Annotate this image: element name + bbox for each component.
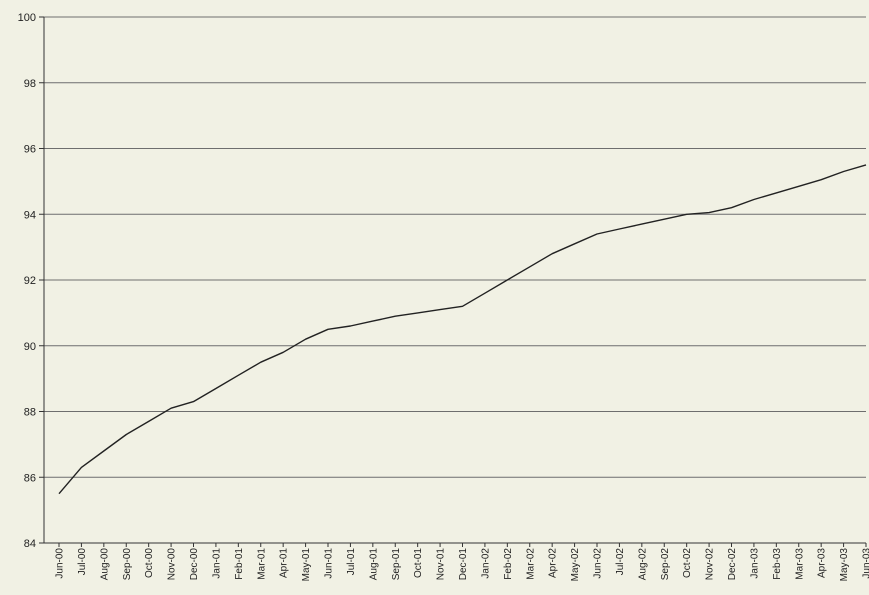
x-axis-ticks: Jun-00 Jul-00 Aug-00 Sep-00 Oct-00 Nov-00 Dec-… [55, 543, 869, 581]
series-layer [58, 164, 867, 495]
x-tick-label: Oct-01 [413, 548, 424, 578]
x-tick-label: May-02 [570, 548, 581, 582]
x-tick-label: Nov-01 [436, 548, 447, 581]
x-tick-label: Mar-02 [525, 548, 536, 580]
y-tick-label: 98 [24, 78, 36, 90]
y-tick-label: 100 [18, 12, 36, 24]
x-tick-label: May-01 [301, 548, 312, 582]
x-tick-label: Apr-01 [279, 548, 290, 578]
x-tick-label: Feb-01 [234, 548, 245, 580]
x-tick-label: Nov-00 [167, 548, 178, 581]
x-tick-label: Sep-02 [660, 548, 671, 581]
y-tick-label: 86 [24, 472, 36, 484]
x-tick-label: Oct-00 [144, 548, 155, 578]
x-tick-label: Mar-03 [794, 548, 805, 580]
y-axis-ticks: 84 86 88 90 92 94 96 98 100 [18, 12, 44, 550]
x-tick-label: Sep-00 [122, 548, 133, 581]
y-tick-label: 90 [24, 341, 36, 353]
x-tick-label: Dec-01 [458, 548, 469, 581]
x-tick-label: Dec-00 [189, 548, 200, 581]
gridlines [44, 16, 866, 478]
x-tick-label: Aug-02 [637, 548, 648, 581]
x-tick-label: Jun-03 [862, 548, 869, 579]
x-tick-label: Jan-01 [211, 548, 222, 579]
x-tick-label: Jul-01 [346, 548, 357, 576]
y-tick-label: 92 [24, 275, 36, 287]
x-tick-label: Oct-02 [682, 548, 693, 578]
x-tick-label: Jun-01 [324, 548, 335, 579]
x-tick-label: Sep-01 [391, 548, 402, 581]
x-tick-label: Apr-03 [817, 548, 828, 578]
x-tick-label: Feb-03 [772, 548, 783, 580]
x-tick-label: Jul-02 [615, 548, 626, 576]
x-tick-label: May-03 [839, 548, 850, 582]
y-tick-label: 84 [24, 538, 36, 550]
x-tick-label: Jan-02 [480, 548, 491, 579]
x-tick-label: Dec-02 [727, 548, 738, 581]
x-tick-label: Feb-02 [503, 548, 514, 580]
x-tick-label: Jun-00 [55, 548, 66, 579]
y-tick-label: 94 [24, 209, 36, 221]
y-tick-label: 88 [24, 407, 36, 419]
x-tick-label: Jan-03 [749, 548, 760, 579]
x-tick-label: Aug-01 [368, 548, 379, 581]
x-tick-label: Mar-01 [256, 548, 267, 580]
y-tick-label: 96 [24, 144, 36, 156]
x-tick-label: Jun-02 [593, 548, 604, 579]
x-tick-label: Jul-00 [77, 548, 88, 576]
series-line-0 [58, 164, 867, 495]
x-tick-label: Aug-00 [99, 548, 110, 581]
x-tick-label: Nov-02 [705, 548, 716, 581]
x-tick-label: Apr-02 [548, 548, 559, 578]
